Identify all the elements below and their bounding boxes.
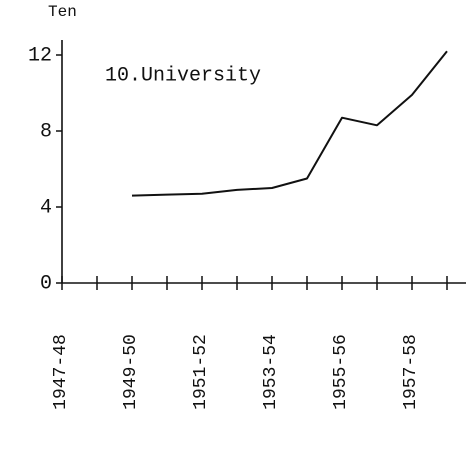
- x-tick-label: 1955-56: [331, 334, 351, 410]
- y-axis-label: Ten: [48, 3, 77, 21]
- x-tick-label: 1949-50: [121, 334, 141, 410]
- x-tick-label: 1951-52: [191, 334, 211, 410]
- chart-title: 10.University: [105, 64, 261, 87]
- y-tick-label: 8: [40, 120, 52, 143]
- x-tick-label: 1957-58: [401, 334, 421, 410]
- y-tick-label: 4: [40, 196, 52, 219]
- y-tick-label: 12: [28, 44, 52, 67]
- y-tick-label: 0: [40, 272, 52, 295]
- x-tick-label: 1947-48: [51, 334, 71, 410]
- x-tick-label: 1953-54: [261, 334, 281, 410]
- data-line: [131, 50, 448, 197]
